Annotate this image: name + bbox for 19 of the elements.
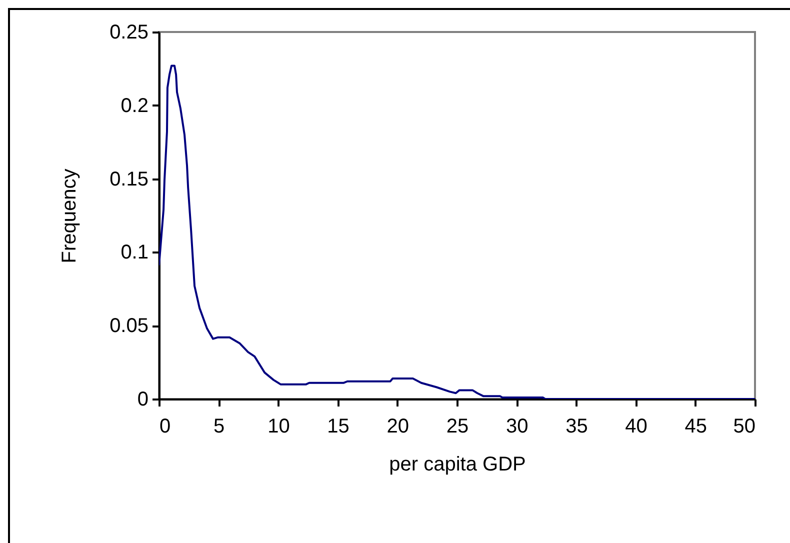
x-tick-label: 0 bbox=[160, 416, 171, 438]
x-tick-label: 10 bbox=[268, 416, 290, 438]
x-tick-label: 30 bbox=[506, 416, 528, 438]
x-tick-label: 15 bbox=[327, 416, 350, 438]
x-tick-label: 20 bbox=[386, 416, 410, 438]
x-tick-label: 25 bbox=[446, 416, 469, 438]
x-tick-label: 45 bbox=[684, 416, 708, 438]
x-tick-label: 50 bbox=[733, 416, 756, 438]
y-axis-title: Frequency bbox=[58, 168, 81, 264]
y-tick-label: 0.15 bbox=[110, 168, 148, 190]
y-tick-label: 0 bbox=[137, 388, 148, 410]
x-tick-label: 40 bbox=[625, 416, 648, 438]
y-tick-label: 0.25 bbox=[110, 22, 148, 44]
y-tick-label: 0.2 bbox=[120, 94, 148, 117]
x-axis-title: per capita GDP bbox=[389, 454, 526, 476]
x-tick-label: 5 bbox=[214, 416, 225, 438]
y-tick-label: 0.05 bbox=[110, 315, 148, 338]
x-tick-label: 35 bbox=[566, 416, 588, 438]
y-tick-label: 0.1 bbox=[120, 242, 148, 264]
